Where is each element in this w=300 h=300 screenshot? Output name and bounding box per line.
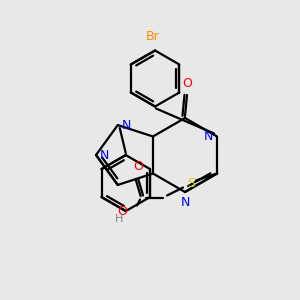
Text: O: O bbox=[133, 160, 143, 172]
Text: N: N bbox=[180, 196, 190, 209]
Text: Br: Br bbox=[146, 31, 160, 44]
Text: N: N bbox=[122, 118, 131, 132]
Text: O: O bbox=[182, 77, 192, 90]
Text: S: S bbox=[187, 177, 195, 190]
Text: H: H bbox=[115, 214, 123, 224]
Text: O: O bbox=[117, 205, 127, 218]
Text: N: N bbox=[204, 130, 213, 143]
Text: N: N bbox=[100, 148, 110, 161]
